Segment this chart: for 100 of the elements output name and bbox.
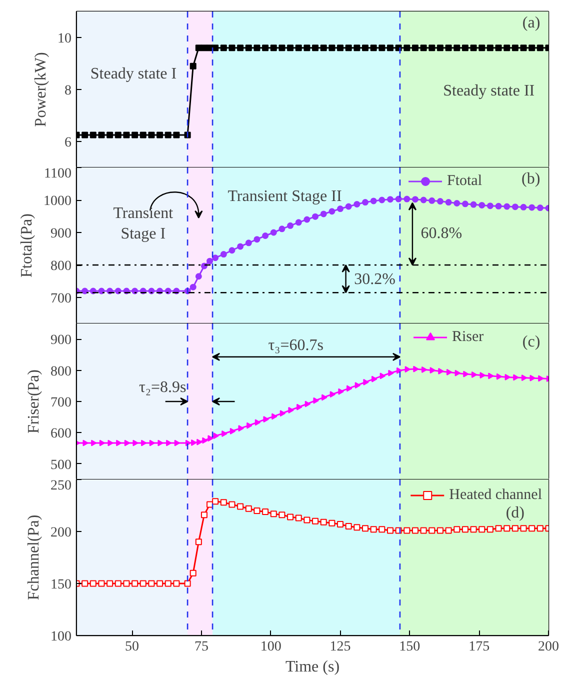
- y-tick-label: 900: [50, 226, 72, 242]
- point: [82, 288, 88, 294]
- point: [99, 440, 106, 446]
- point: [362, 44, 369, 52]
- point: [140, 132, 146, 138]
- point: [108, 440, 114, 446]
- legend-label: Ftotal: [447, 172, 482, 190]
- annotation: 60.8%: [420, 224, 462, 242]
- point: [262, 44, 269, 52]
- point: [386, 44, 394, 52]
- point: [270, 229, 277, 236]
- point: [380, 372, 386, 380]
- point: [470, 201, 477, 208]
- point: [320, 210, 327, 218]
- point: [220, 44, 227, 52]
- annotation: Transient Stage II: [228, 188, 342, 205]
- point: [123, 132, 130, 138]
- annotation: Steady state II: [443, 82, 535, 100]
- legend-label: Heated channel: [449, 486, 542, 504]
- point: [228, 247, 236, 254]
- point: [430, 367, 436, 374]
- point: [404, 44, 410, 52]
- point: [513, 374, 519, 381]
- point: [486, 202, 494, 210]
- point: [313, 397, 319, 404]
- point: [445, 199, 452, 206]
- point: [141, 440, 147, 446]
- point: [338, 388, 344, 395]
- point: [254, 236, 260, 243]
- point: [278, 226, 286, 232]
- point: [421, 366, 428, 373]
- point: [158, 440, 164, 446]
- point: [328, 208, 336, 215]
- point: [202, 437, 208, 444]
- point: [413, 366, 419, 372]
- y-tick-label: 500: [50, 458, 72, 473]
- point: [295, 44, 302, 52]
- annotation: (a): [522, 14, 540, 32]
- x-tick-label: 50: [125, 640, 140, 654]
- point: [272, 413, 278, 420]
- y-tick-label: 800: [50, 364, 72, 380]
- y-tick-label: 8: [64, 84, 72, 98]
- point: [370, 44, 377, 52]
- point: [213, 432, 219, 440]
- point: [206, 258, 214, 264]
- point: [320, 44, 327, 52]
- y-tick-label: 6: [64, 136, 72, 150]
- point: [245, 44, 252, 52]
- point: [462, 200, 468, 208]
- point: [190, 284, 196, 290]
- point: [185, 440, 192, 446]
- point: [504, 374, 511, 380]
- x-tick-label: 200: [538, 640, 559, 654]
- point: [91, 440, 97, 446]
- point: [114, 288, 122, 294]
- point: [246, 422, 252, 429]
- point: [190, 62, 196, 70]
- point: [370, 198, 377, 204]
- legend-label: Riser: [452, 328, 484, 346]
- point: [166, 440, 172, 446]
- point: [478, 202, 486, 208]
- point: [304, 400, 311, 408]
- point: [395, 196, 402, 202]
- annotation: 30.2%: [354, 271, 396, 288]
- y-tick-label: 1100: [44, 166, 72, 182]
- x-axis-title: Time (s): [285, 658, 340, 676]
- point: [428, 197, 436, 204]
- point: [504, 44, 510, 52]
- y-tick-label: 600: [50, 426, 72, 442]
- point: [536, 204, 544, 212]
- y-tick-label: 150: [50, 578, 72, 592]
- point: [280, 410, 286, 417]
- point: [428, 44, 436, 52]
- y-tick-label: 1000: [44, 194, 72, 209]
- point: [304, 216, 310, 223]
- point: [195, 273, 202, 280]
- point: [191, 439, 197, 446]
- point: [528, 44, 536, 52]
- point: [395, 44, 402, 52]
- x-tick-label: 125: [330, 640, 351, 654]
- point: [237, 243, 244, 250]
- point: [345, 44, 352, 52]
- annotation: Steady state I: [90, 65, 177, 82]
- point: [420, 196, 427, 204]
- point: [446, 368, 452, 376]
- y-axis-title: Fchannel(Pa): [26, 514, 42, 600]
- point: [404, 196, 410, 202]
- annotation: (b): [522, 170, 540, 188]
- point: [462, 44, 468, 52]
- point: [245, 240, 252, 246]
- point: [480, 372, 486, 379]
- point: [288, 406, 294, 414]
- y-axis-title: Power(kW): [32, 52, 50, 127]
- point: [454, 200, 460, 206]
- point: [149, 440, 156, 446]
- point: [486, 44, 494, 52]
- point: [212, 44, 219, 52]
- point: [90, 132, 96, 138]
- point: [254, 419, 261, 426]
- point: [337, 206, 344, 212]
